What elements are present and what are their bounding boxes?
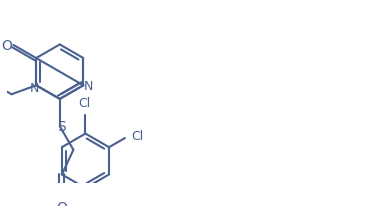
- Text: O: O: [1, 39, 12, 53]
- Text: N: N: [30, 82, 39, 95]
- Text: Cl: Cl: [78, 96, 90, 109]
- Text: N: N: [84, 80, 93, 93]
- Text: S: S: [57, 119, 66, 133]
- Text: O: O: [57, 200, 67, 206]
- Text: Cl: Cl: [131, 130, 143, 143]
